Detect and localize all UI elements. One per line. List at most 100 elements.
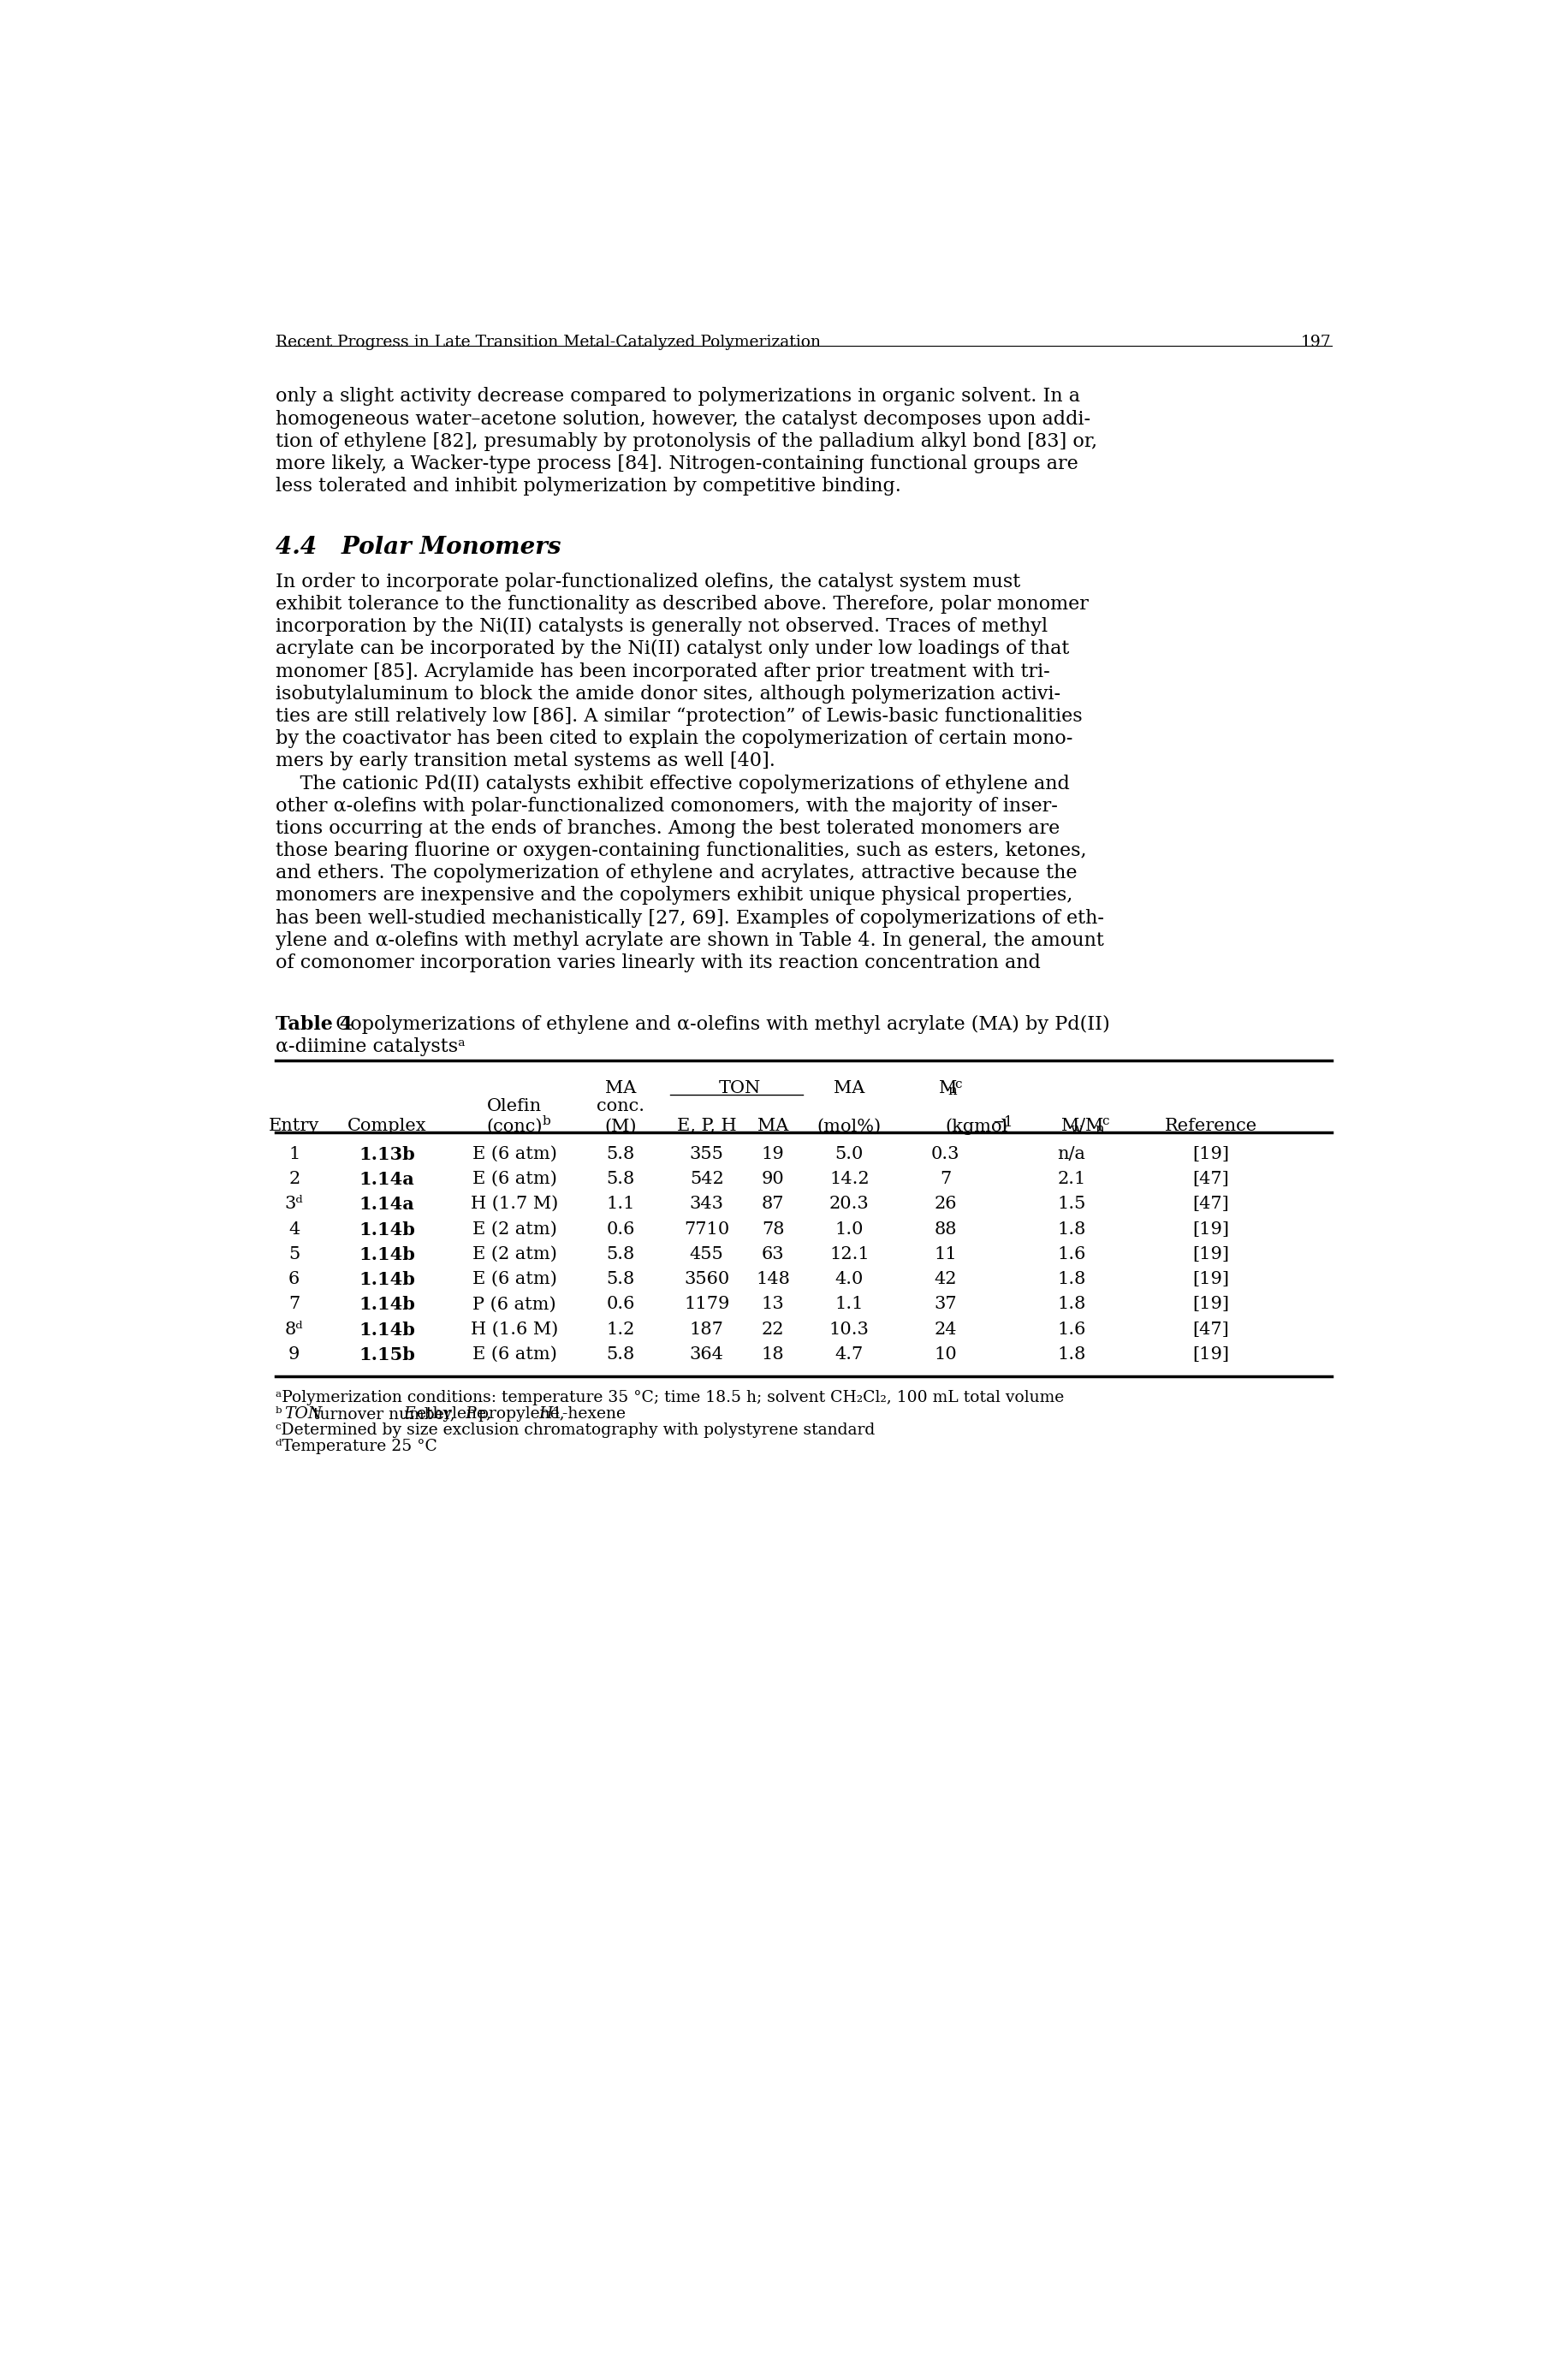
- Text: 355: 355: [690, 1145, 724, 1162]
- Text: 1.14b: 1.14b: [359, 1271, 416, 1288]
- Text: c: c: [1102, 1114, 1110, 1129]
- Text: 7710: 7710: [684, 1221, 729, 1238]
- Text: exhibit tolerance to the functionality as described above. Therefore, polar mono: exhibit tolerance to the functionality a…: [276, 594, 1088, 613]
- Text: Table 4: Table 4: [276, 1015, 353, 1034]
- Text: 88: 88: [935, 1221, 956, 1238]
- Text: ylene and α-olefins with methyl acrylate are shown in Table 4. In general, the a: ylene and α-olefins with methyl acrylate…: [276, 931, 1104, 950]
- Text: 11: 11: [935, 1245, 956, 1262]
- Text: 1.5: 1.5: [1057, 1195, 1087, 1212]
- Text: 5: 5: [289, 1245, 299, 1262]
- Text: MA: MA: [834, 1081, 866, 1095]
- Text: −1: −1: [993, 1114, 1013, 1131]
- Text: 20.3: 20.3: [829, 1195, 869, 1212]
- Text: 1.8: 1.8: [1057, 1271, 1087, 1288]
- Text: 8ᵈ: 8ᵈ: [285, 1321, 304, 1338]
- Text: [19]: [19]: [1193, 1245, 1229, 1262]
- Text: 1.14a: 1.14a: [359, 1195, 416, 1214]
- Text: 1.1: 1.1: [607, 1195, 635, 1212]
- Text: 5.8: 5.8: [607, 1347, 635, 1361]
- Text: 542: 542: [690, 1171, 724, 1188]
- Text: In order to incorporate polar-functionalized olefins, the catalyst system must: In order to incorporate polar-functional…: [276, 573, 1021, 592]
- Text: 24: 24: [935, 1321, 956, 1338]
- Text: 1.1: 1.1: [836, 1295, 864, 1312]
- Text: 42: 42: [935, 1271, 956, 1288]
- Text: H (1.7 M): H (1.7 M): [470, 1195, 558, 1212]
- Text: Reference: Reference: [1165, 1119, 1258, 1133]
- Text: 1.14b: 1.14b: [359, 1245, 416, 1264]
- Text: monomers are inexpensive and the copolymers exhibit unique physical properties,: monomers are inexpensive and the copolym…: [276, 886, 1073, 905]
- Text: 26: 26: [935, 1195, 956, 1212]
- Text: [47]: [47]: [1193, 1195, 1229, 1212]
- Text: 3ᵈ: 3ᵈ: [285, 1195, 304, 1212]
- Text: 14.2: 14.2: [829, 1171, 869, 1188]
- Text: α-diimine catalystsᵃ: α-diimine catalystsᵃ: [276, 1038, 466, 1057]
- Text: Complex: Complex: [348, 1119, 426, 1133]
- Text: 12.1: 12.1: [829, 1245, 869, 1262]
- Text: isobutylaluminum to block the amide donor sites, although polymerization activi-: isobutylaluminum to block the amide dono…: [276, 684, 1060, 703]
- Text: 22: 22: [762, 1321, 784, 1338]
- Text: E (2 atm): E (2 atm): [472, 1221, 557, 1238]
- Text: 1.14b: 1.14b: [359, 1295, 416, 1314]
- Text: (mol%): (mol%): [817, 1119, 881, 1133]
- Text: [19]: [19]: [1193, 1271, 1229, 1288]
- Text: 90: 90: [762, 1171, 784, 1188]
- Text: 455: 455: [690, 1245, 724, 1262]
- Text: ᵃPolymerization conditions: temperature 35 °C; time 18.5 h; solvent CH₂Cl₂, 100 : ᵃPolymerization conditions: temperature …: [276, 1390, 1065, 1404]
- Text: 364: 364: [690, 1347, 724, 1361]
- Text: P (6 atm): P (6 atm): [472, 1295, 557, 1312]
- Text: 1179: 1179: [684, 1295, 729, 1312]
- Text: ᵈTemperature 25 °C: ᵈTemperature 25 °C: [276, 1440, 437, 1454]
- Text: [19]: [19]: [1193, 1295, 1229, 1312]
- Text: by the coactivator has been cited to explain the copolymerization of certain mon: by the coactivator has been cited to exp…: [276, 729, 1073, 748]
- Text: 0.6: 0.6: [607, 1221, 635, 1238]
- Text: [19]: [19]: [1193, 1221, 1229, 1238]
- Text: (conc): (conc): [486, 1119, 543, 1133]
- Text: The cationic Pd(II) catalysts exhibit effective copolymerizations of ethylene an: The cationic Pd(II) catalysts exhibit ef…: [276, 775, 1069, 794]
- Text: 5.8: 5.8: [607, 1245, 635, 1262]
- Text: 1.6: 1.6: [1057, 1321, 1087, 1338]
- Text: ties are still relatively low [86]. A similar “protection” of Lewis-basic functi: ties are still relatively low [86]. A si…: [276, 708, 1082, 725]
- Text: 1.8: 1.8: [1057, 1221, 1087, 1238]
- Text: c: c: [955, 1079, 961, 1091]
- Text: 18: 18: [762, 1347, 784, 1361]
- Text: 187: 187: [690, 1321, 724, 1338]
- Text: [47]: [47]: [1193, 1321, 1229, 1338]
- Text: 78: 78: [762, 1221, 784, 1238]
- Text: incorporation by the Ni(II) catalysts is generally not observed. Traces of methy: incorporation by the Ni(II) catalysts is…: [276, 618, 1047, 637]
- Text: 4.7: 4.7: [836, 1347, 864, 1361]
- Text: 1.0: 1.0: [836, 1221, 864, 1238]
- Text: E (6 atm): E (6 atm): [472, 1145, 557, 1162]
- Text: tion of ethylene [82], presumably by protonolysis of the palladium alkyl bond [8: tion of ethylene [82], presumably by pro…: [276, 432, 1098, 451]
- Text: E, P, H: E, P, H: [677, 1119, 737, 1133]
- Text: 0.3: 0.3: [931, 1145, 960, 1162]
- Text: has been well-studied mechanistically [27, 69]. Examples of copolymerizations of: has been well-studied mechanistically [2…: [276, 908, 1104, 927]
- Text: Copolymerizations of ethylene and α-olefins with methyl acrylate (MA) by Pd(II): Copolymerizations of ethylene and α-olef…: [323, 1015, 1110, 1034]
- Text: 1.2: 1.2: [607, 1321, 635, 1338]
- Text: MA: MA: [605, 1081, 637, 1095]
- Text: [19]: [19]: [1193, 1145, 1229, 1162]
- Text: 19: 19: [762, 1145, 784, 1162]
- Text: 10.3: 10.3: [829, 1321, 869, 1338]
- Text: 148: 148: [756, 1271, 790, 1288]
- Text: 197: 197: [1301, 335, 1331, 349]
- Text: w: w: [1071, 1121, 1083, 1136]
- Text: more likely, a Wacker-type process [84]. Nitrogen-containing functional groups a: more likely, a Wacker-type process [84].…: [276, 454, 1079, 473]
- Text: ethylene,: ethylene,: [411, 1407, 497, 1421]
- Text: 5.8: 5.8: [607, 1271, 635, 1288]
- Text: 7: 7: [939, 1171, 952, 1188]
- Text: ᶜDetermined by size exclusion chromatography with polystyrene standard: ᶜDetermined by size exclusion chromatogr…: [276, 1423, 875, 1437]
- Text: propylene,: propylene,: [474, 1407, 569, 1421]
- Text: n: n: [949, 1083, 958, 1098]
- Text: 3560: 3560: [684, 1271, 729, 1288]
- Text: Olefin: Olefin: [488, 1098, 543, 1114]
- Text: homogeneous water–acetone solution, however, the catalyst decomposes upon addi-: homogeneous water–acetone solution, howe…: [276, 409, 1090, 428]
- Text: P: P: [464, 1407, 475, 1421]
- Text: mers by early transition metal systems as well [40].: mers by early transition metal systems a…: [276, 751, 775, 770]
- Text: and ethers. The copolymerization of ethylene and acrylates, attractive because t: and ethers. The copolymerization of ethy…: [276, 865, 1077, 881]
- Text: 1.8: 1.8: [1057, 1347, 1087, 1361]
- Text: conc.: conc.: [596, 1098, 644, 1114]
- Text: E (6 atm): E (6 atm): [472, 1271, 557, 1288]
- Text: 7: 7: [289, 1295, 299, 1312]
- Text: (M): (M): [605, 1119, 637, 1133]
- Text: E (6 atm): E (6 atm): [472, 1171, 557, 1188]
